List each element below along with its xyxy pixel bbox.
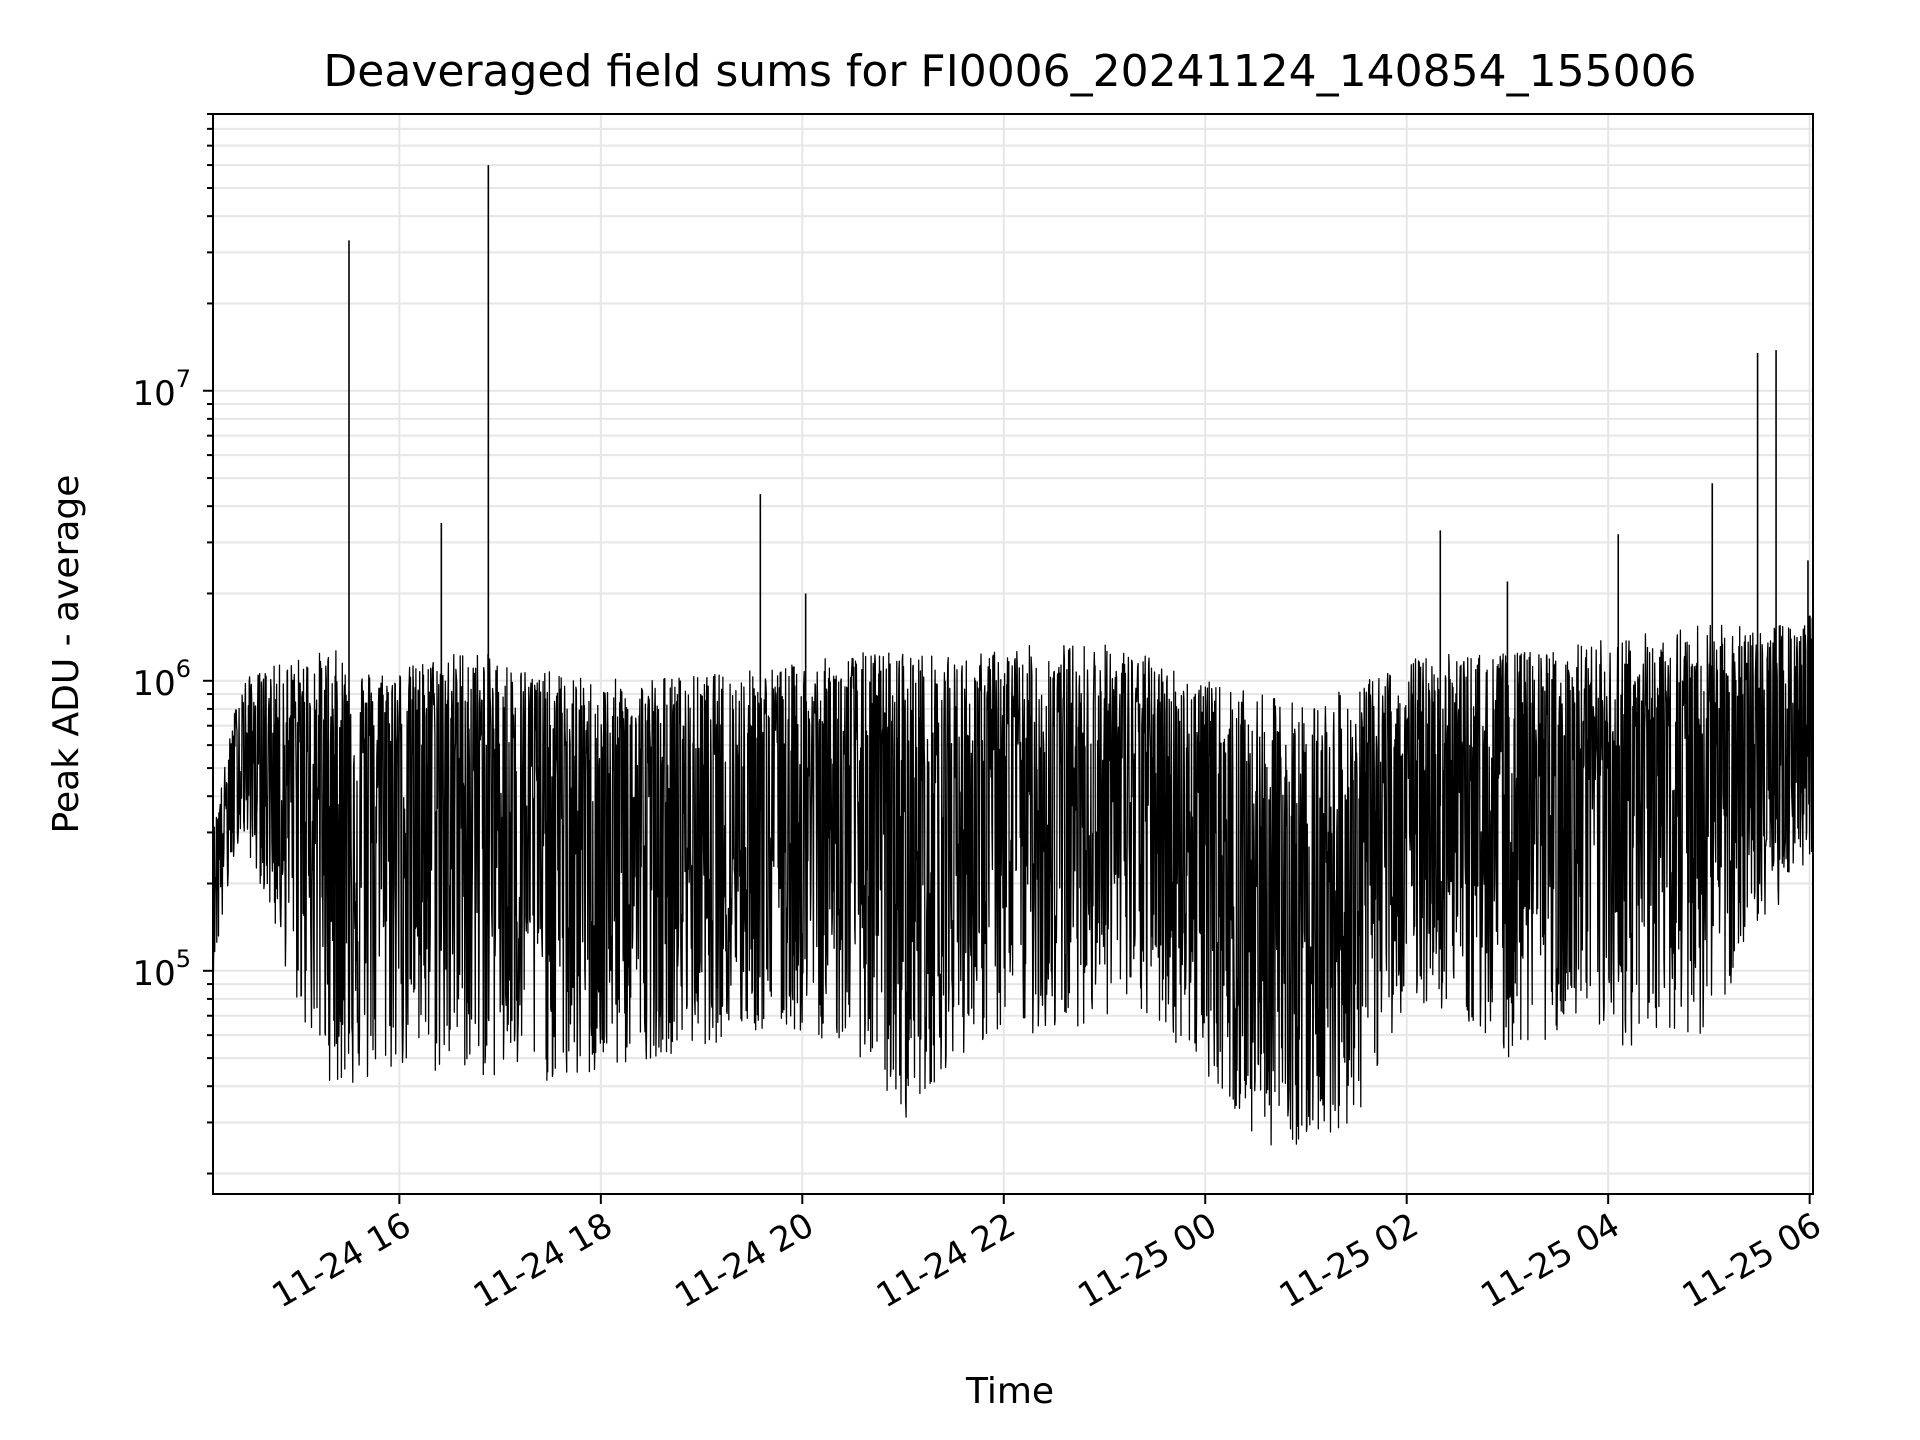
y-tick-label: 106 bbox=[132, 655, 191, 704]
series-line bbox=[212, 615, 1814, 1146]
y-tick-base: 10 bbox=[132, 664, 175, 704]
y-tick-base: 10 bbox=[132, 374, 175, 414]
data-series-layer bbox=[212, 165, 1814, 1146]
chart-title: Deaveraged field sums for FI0006_2024112… bbox=[323, 46, 1696, 97]
y-tick-label: 105 bbox=[132, 945, 191, 994]
y-tick-exponent: 7 bbox=[176, 365, 191, 393]
y-tick-exponent: 6 bbox=[176, 655, 191, 683]
y-tick-label: 107 bbox=[132, 365, 191, 414]
y-axis-label: Peak ADU - average bbox=[46, 475, 87, 834]
plot-frame bbox=[212, 113, 1814, 1195]
x-axis-label: Time bbox=[965, 1371, 1054, 1412]
y-tick-exponent: 5 bbox=[176, 945, 191, 973]
y-tick-base: 10 bbox=[132, 954, 175, 994]
